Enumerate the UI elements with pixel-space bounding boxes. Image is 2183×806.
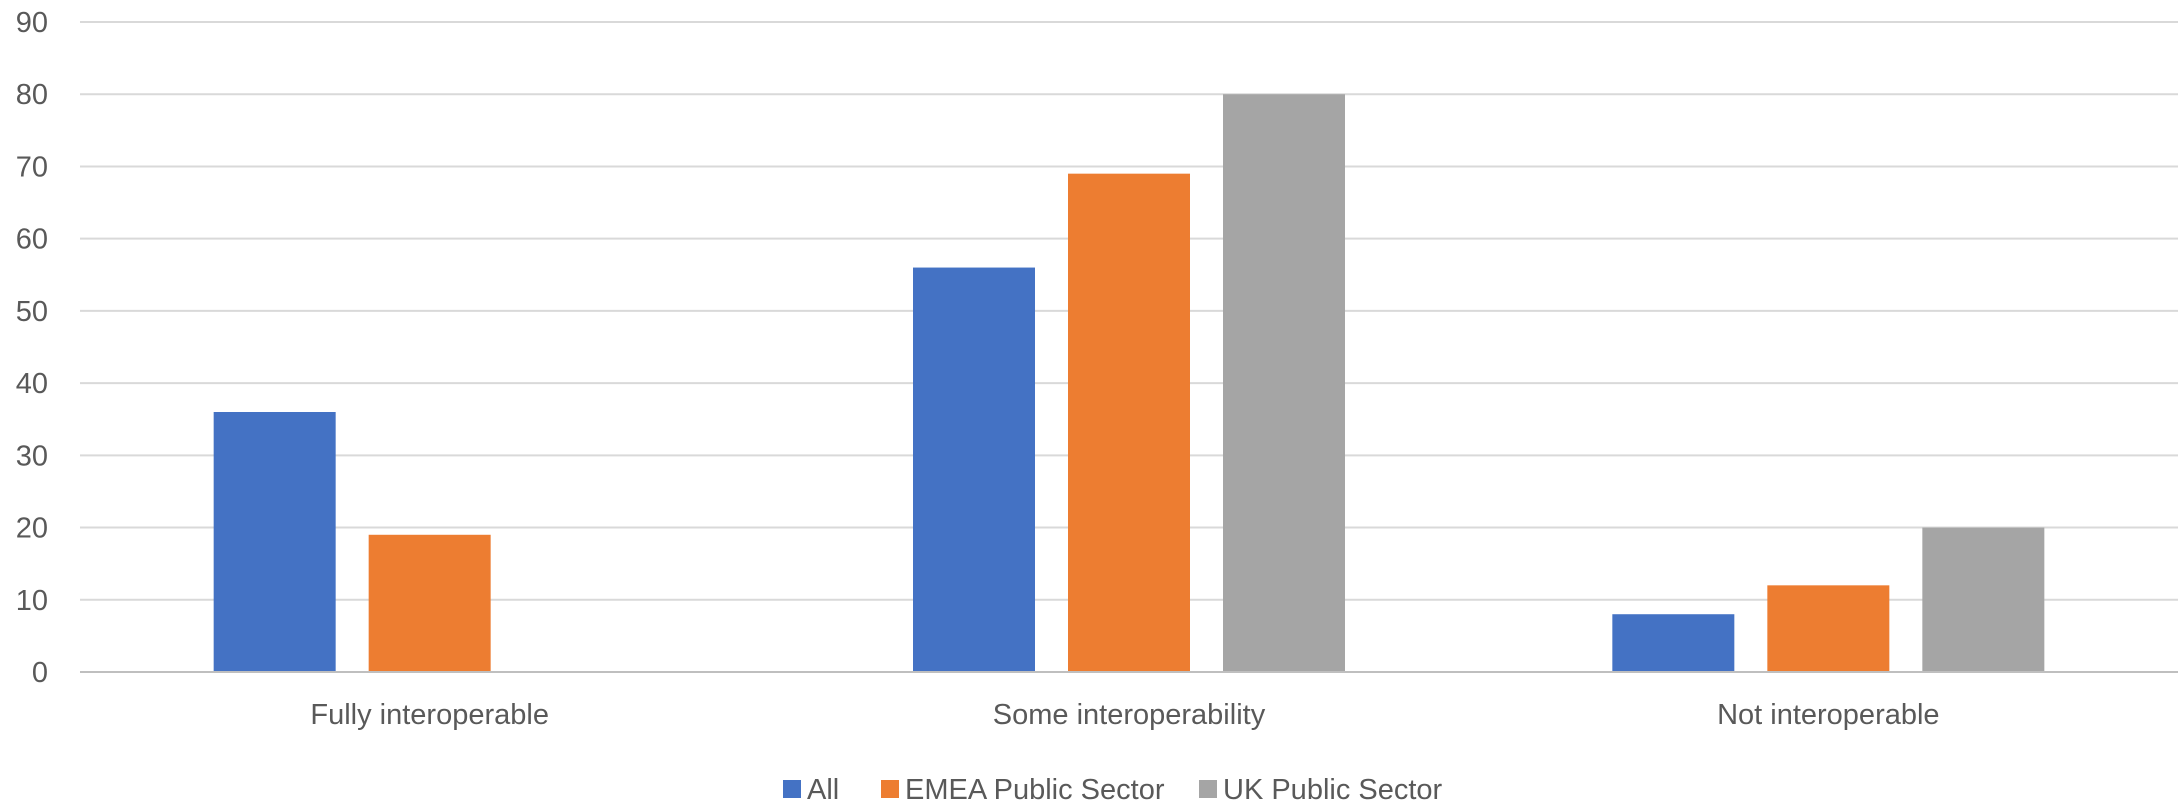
x-category-label: Fully interoperable [310,699,549,731]
legend-swatch [783,780,801,798]
y-tick-label: 90 [16,7,48,39]
y-tick-label: 30 [16,440,48,472]
bar [913,267,1035,672]
legend: All EMEA Public Sector UK Public Sector [783,774,1443,806]
y-tick-label: 70 [16,151,48,183]
bar [1922,527,2045,672]
legend-label: All [807,774,839,806]
bar [1612,614,1735,672]
bar [1767,585,1890,672]
bars [213,94,2045,672]
y-tick-label: 20 [16,513,48,545]
y-tick-label: 0 [32,657,48,689]
y-tick-label: 50 [16,296,48,328]
bar [368,534,491,672]
y-tick-label: 10 [16,585,48,617]
x-axis-category-labels: Fully interoperable Some interoperability… [310,699,1939,731]
legend-swatch [881,780,899,798]
y-tick-label: 80 [16,79,48,111]
y-axis-tick-labels: 0 10 20 30 40 50 60 70 80 90 [16,7,48,689]
bar [1068,173,1190,672]
bar [1223,94,1345,672]
bar [213,412,336,672]
legend-label: UK Public Sector [1223,774,1443,806]
x-category-label: Not interoperable [1717,699,1939,731]
y-tick-label: 60 [16,224,48,256]
x-category-label: Some interoperability [993,699,1266,731]
legend-swatch [1199,780,1217,798]
legend-label: EMEA Public Sector [905,774,1165,806]
y-tick-label: 40 [16,368,48,400]
